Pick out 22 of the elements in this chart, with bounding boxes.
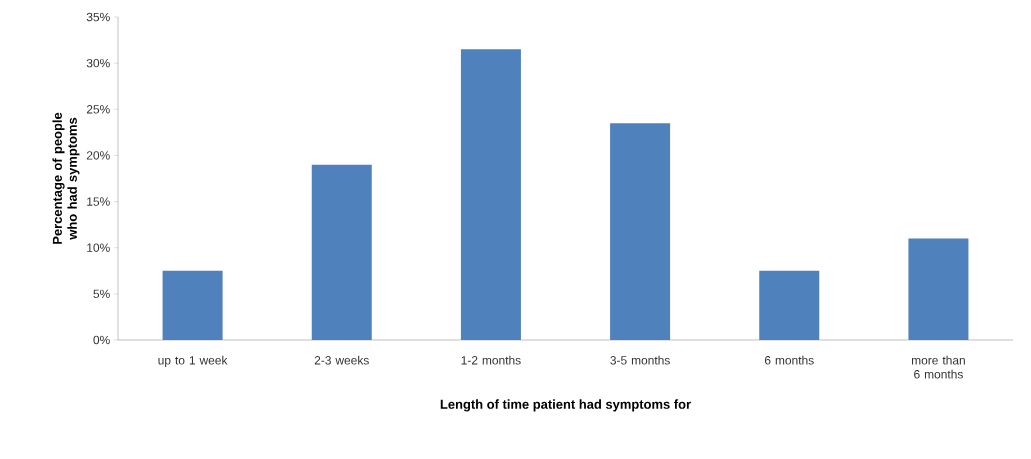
y-tick-label: 30% [86,58,110,68]
bar [759,270,820,340]
y-tick-label: 5% [93,289,110,299]
y-tick-label: 35% [86,12,110,22]
y-tick-label: 20% [86,151,110,160]
y-tick-label: 25% [86,105,110,114]
x-axis-title: Length of time patient had symptoms for [440,399,691,412]
y-axis-title: Percentage of people who had symptoms [52,112,80,244]
x-tick-label: 2-3 weeks [314,355,369,365]
x-tick-label: 6 months [764,355,814,365]
bar [610,123,671,340]
y-tick-label: 0% [93,335,110,345]
x-tick-label: 3-5 months [610,355,670,365]
y-tick-label: 10% [87,243,110,252]
x-tick-label: more than 6 months [911,355,965,379]
bar [162,270,223,340]
y-tick-label: 15% [87,197,110,206]
bar [311,164,372,340]
bar [460,49,521,340]
x-tick-label: 1-2 months [461,355,521,365]
x-tick-label: up to 1 week [158,355,228,367]
bar [908,238,969,340]
